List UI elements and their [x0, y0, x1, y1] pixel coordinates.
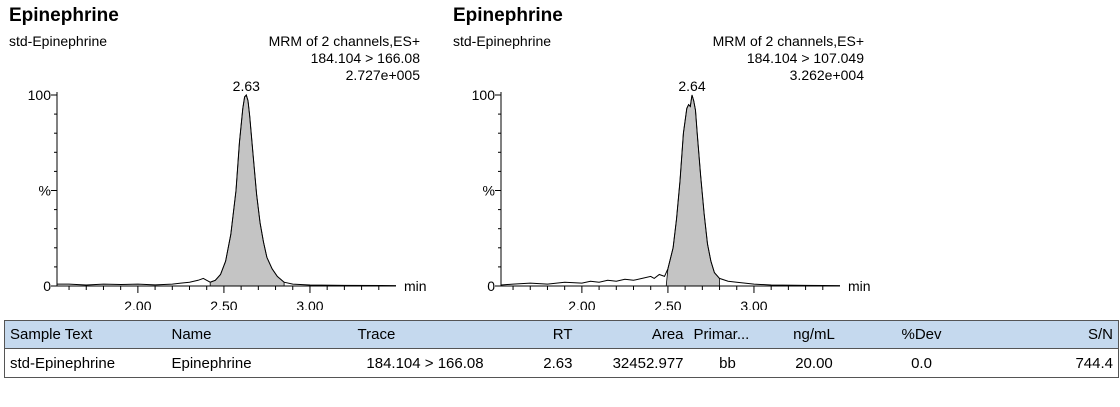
- cell-sample-text: std-Epinephrine: [4, 348, 167, 378]
- cell-name: Epinephrine: [166, 348, 353, 378]
- mrm-label: MRM of 2 channels,ES+: [712, 33, 864, 49]
- mrm-label: MRM of 2 channels,ES+: [268, 33, 420, 49]
- column-header-sample-text[interactable]: Sample Text: [4, 320, 167, 349]
- cell-trace: 184.104 > 166.08: [352, 348, 498, 378]
- column-header-trace[interactable]: Trace: [352, 320, 498, 349]
- peak-rt-label: 2.63: [233, 78, 260, 94]
- table-header-row: Sample Text Name Trace RT Area Primar...…: [4, 320, 1119, 349]
- x-tick-label: 3.00: [740, 298, 767, 310]
- cell-area: 32452.977: [577, 348, 689, 378]
- chromatogram-trace: [500, 94, 841, 287]
- axis-ticks: [51, 94, 380, 293]
- table-row[interactable]: std-Epinephrine Epinephrine 184.104 > 16…: [4, 348, 1119, 378]
- column-header-signal-noise[interactable]: S/N: [981, 320, 1119, 349]
- cell-primary: bb: [688, 348, 767, 378]
- results-table: Sample Text Name Trace RT Area Primar...…: [4, 320, 1119, 378]
- axis-ticks: [495, 94, 824, 293]
- chromatogram-plot: 100 % 0 2.00 2.50 3.00 min 2.63: [28, 78, 427, 310]
- compound-title: Epinephrine: [453, 5, 563, 26]
- y-axis-percent-label: %: [483, 183, 495, 199]
- transition-label: 184.104 > 107.049: [746, 50, 864, 66]
- x-tick-label: 2.00: [568, 298, 595, 310]
- column-header-percent-dev[interactable]: %Dev: [861, 320, 982, 349]
- mrm-info: MRM of 2 channels,ES+ 184.104 > 166.08 2…: [179, 33, 420, 84]
- compound-title: Epinephrine: [9, 5, 119, 26]
- column-header-concentration[interactable]: ng/mL: [766, 320, 862, 349]
- sample-name: std-Epinephrine: [9, 33, 108, 49]
- y-axis-percent-label: %: [39, 183, 51, 199]
- y-tick-label-0: 0: [487, 278, 495, 294]
- chromatogram-trace: [57, 94, 397, 287]
- mrm-info: MRM of 2 channels,ES+ 184.104 > 107.049 …: [623, 33, 864, 84]
- x-axis-unit-label: min: [404, 278, 427, 294]
- sample-name: std-Epinephrine: [453, 33, 552, 49]
- x-tick-label: 2.50: [654, 298, 681, 310]
- cell-concentration: 20.00: [766, 348, 862, 378]
- column-header-rt[interactable]: RT: [497, 320, 578, 349]
- integrated-peak-area: [665, 94, 720, 287]
- intensity-label: 3.262e+004: [789, 67, 864, 83]
- column-header-area[interactable]: Area: [577, 320, 689, 349]
- integrated-peak-area: [209, 94, 285, 287]
- intensity-label: 2.727e+005: [345, 67, 420, 83]
- x-tick-label: 3.00: [296, 298, 323, 310]
- x-tick-label: 2.50: [210, 298, 237, 310]
- y-tick-label-100: 100: [28, 87, 52, 103]
- x-axis-unit-label: min: [848, 278, 871, 294]
- column-header-primary[interactable]: Primar...: [688, 320, 767, 349]
- y-tick-label-100: 100: [472, 87, 496, 103]
- chromatogram-plot: 100 % 0 2.00 2.50 3.00 min 2.64: [472, 78, 871, 310]
- cell-signal-noise: 744.4: [981, 348, 1119, 378]
- column-header-name[interactable]: Name: [166, 320, 353, 349]
- cell-percent-dev: 0.0: [861, 348, 982, 378]
- chromatogram-panel-2: Epinephrine std-Epinephrine MRM of 2 cha…: [453, 0, 893, 310]
- x-tick-label: 2.00: [124, 298, 151, 310]
- peak-rt-label: 2.64: [678, 78, 705, 94]
- chromatogram-panel-1: Epinephrine std-Epinephrine MRM of 2 cha…: [9, 0, 449, 310]
- transition-label: 184.104 > 166.08: [310, 50, 420, 66]
- cell-rt: 2.63: [497, 348, 578, 378]
- y-tick-label-0: 0: [43, 278, 51, 294]
